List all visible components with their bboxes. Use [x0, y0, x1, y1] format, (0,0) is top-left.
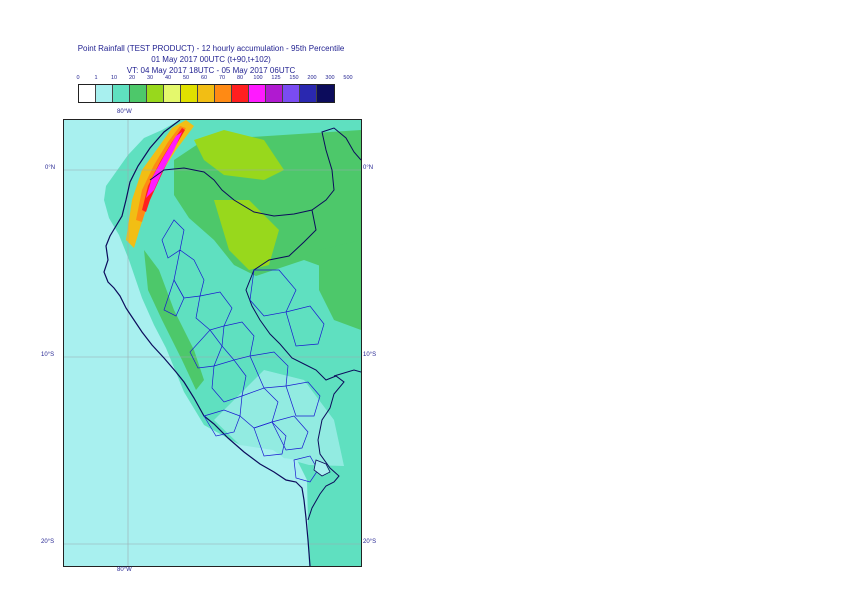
- legend-label: 0: [76, 75, 80, 81]
- rain-band-magenta: [146, 132, 182, 198]
- lat-0-right-label: 0°N: [363, 165, 374, 171]
- title-line-2: 01 May 2017 00UTC (t+90,t+102): [151, 55, 271, 64]
- rain-band-lime: [214, 200, 279, 270]
- lat-20-right-label: 20°S: [363, 539, 377, 545]
- legend-swatch: [283, 85, 300, 102]
- legend-label: 50: [182, 75, 190, 81]
- legend-swatch: [113, 85, 130, 102]
- legend-label: 20: [128, 75, 136, 81]
- legend-swatch: [198, 85, 215, 102]
- lon-label-bottom: 80°W: [117, 567, 132, 573]
- lat-0-left-label: 0°N: [45, 165, 56, 171]
- legend-swatch: [164, 85, 181, 102]
- lake-titicaca: [313, 459, 331, 477]
- legend-swatch: [249, 85, 266, 102]
- legend-swatch: [215, 85, 232, 102]
- legend-swatch: [266, 85, 283, 102]
- legend-label: 30: [146, 75, 154, 81]
- coastline: [103, 120, 311, 566]
- rainfall-map: [64, 120, 361, 566]
- lat-10-right-label: 10°S: [363, 352, 377, 358]
- legend-label: 80: [236, 75, 244, 81]
- lon-label-top: 80°W: [117, 109, 132, 115]
- legend-swatch: [130, 85, 147, 102]
- legend-label: 125: [271, 75, 281, 81]
- legend-label: 40: [164, 75, 172, 81]
- rain-band-green-sierra: [144, 250, 204, 390]
- lat-20-left-label: 20°S: [41, 539, 55, 545]
- legend-swatch: [181, 85, 198, 102]
- lat-10-left-label: 10°S: [41, 352, 55, 358]
- legend-label: 100: [253, 75, 263, 81]
- map-panel: [63, 119, 362, 567]
- legend-label: 500: [343, 75, 353, 81]
- legend-label: 10: [110, 75, 118, 81]
- legend-swatch: [232, 85, 249, 102]
- legend-swatch: [300, 85, 317, 102]
- title-line-1: Point Rainfall (TEST PRODUCT) - 12 hourl…: [77, 44, 345, 53]
- legend-swatch: [79, 85, 96, 102]
- legend-swatch: [317, 85, 334, 102]
- admin-borders: [161, 219, 325, 483]
- legend-label: 150: [289, 75, 299, 81]
- legend-label: 60: [200, 75, 208, 81]
- color-legend: [78, 84, 335, 103]
- legend-label: 200: [307, 75, 317, 81]
- map-title: Point Rainfall (TEST PRODUCT) - 12 hourl…: [0, 43, 422, 76]
- legend-swatch: [147, 85, 164, 102]
- rain-band-lime-north: [194, 130, 284, 180]
- national-border: [149, 127, 361, 521]
- legend-swatch: [96, 85, 113, 102]
- legend-label: 70: [218, 75, 226, 81]
- legend-labels: 0 1 10 20 30 40 50 60 70 80 100 125 150 200 300 500: [76, 75, 352, 84]
- legend-label: 1: [94, 75, 98, 81]
- rain-band-green-east: [319, 240, 361, 330]
- title-line-3: VT: 04 May 2017 18UTC - 05 May 2017 06UT…: [126, 66, 296, 75]
- legend-label: 300: [325, 75, 335, 81]
